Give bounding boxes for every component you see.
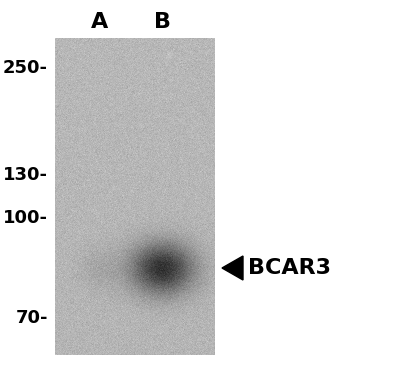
Text: BCAR3: BCAR3: [248, 258, 331, 278]
Text: 70-: 70-: [16, 309, 48, 327]
Text: 250-: 250-: [3, 59, 48, 77]
Polygon shape: [222, 256, 243, 280]
Text: 130-: 130-: [3, 166, 48, 184]
Text: B: B: [154, 12, 170, 32]
Text: 100-: 100-: [3, 209, 48, 227]
Text: A: A: [91, 12, 109, 32]
